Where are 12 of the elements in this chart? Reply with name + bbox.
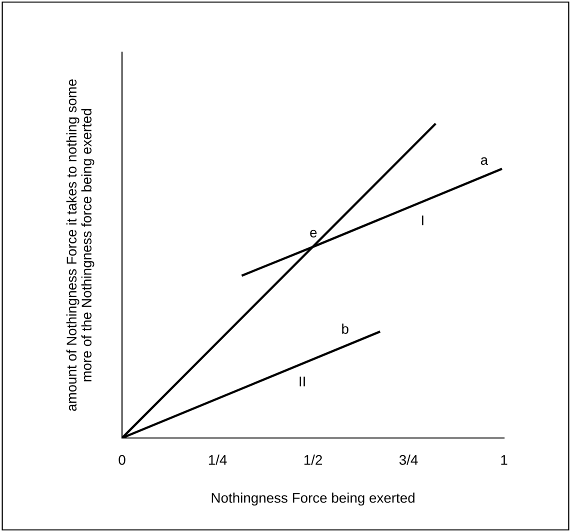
annotation: I xyxy=(422,216,424,226)
x-axis-title: Nothingness Force being exerted xyxy=(212,492,414,506)
x-tick-label: 1/2 xyxy=(304,454,322,465)
x-tick-label: 1/4 xyxy=(208,454,227,465)
annotation: e xyxy=(310,230,317,238)
y-axis-title: amount of Nothingness Force it takes to nothing some more of the Nothingness force being exerted xyxy=(66,79,94,411)
annotation: II xyxy=(300,376,305,386)
x-tick-label: 3/4 xyxy=(399,454,418,465)
x-tick-label: 0 xyxy=(118,455,126,465)
annotation: b xyxy=(342,324,348,334)
x-tick-label: 1 xyxy=(501,455,508,465)
annotation: a xyxy=(480,157,488,165)
